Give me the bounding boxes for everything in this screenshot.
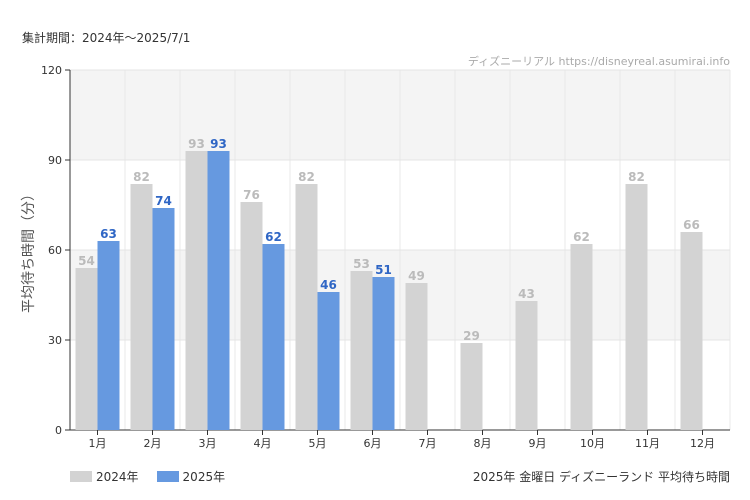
bar-2024 [350, 271, 373, 430]
bar-2024 [130, 184, 153, 430]
collection-period: 集計期間：2024年〜2025/7/1 [22, 31, 191, 45]
bar-2024 [185, 151, 208, 430]
data-label-2025: 46 [320, 278, 337, 292]
data-label-2024: 76 [243, 188, 260, 202]
x-tick-label: 9月 [529, 437, 547, 450]
y-tick-label: 0 [55, 424, 62, 437]
bar-2024 [75, 268, 98, 430]
y-tick-label: 90 [48, 154, 62, 167]
data-label-2025: 93 [210, 137, 227, 151]
y-tick-label: 60 [48, 244, 62, 257]
data-label-2024: 54 [78, 254, 95, 268]
x-tick-label: 8月 [474, 437, 492, 450]
x-tick-label: 6月 [364, 437, 382, 450]
bar-2024 [680, 232, 703, 430]
data-label-2024: 49 [408, 269, 425, 283]
legend-swatch-2025 [156, 471, 179, 482]
x-tick-label: 4月 [254, 437, 272, 450]
x-tick-label: 2月 [144, 437, 162, 450]
legend-label-2024: 2024年 [96, 470, 139, 484]
x-tick-label: 1月 [89, 437, 107, 450]
x-tick-label: 12月 [690, 437, 715, 450]
bar-2024 [295, 184, 318, 430]
data-label-2024: 62 [573, 230, 590, 244]
bar-2024 [570, 244, 593, 430]
x-tick-label: 3月 [199, 437, 217, 450]
legend-item-2025[interactable]: 2025年 [156, 468, 226, 485]
chart-title: 2025年 金曜日 ディズニーランド 平均待ち時間 [472, 470, 730, 484]
bar-2025 [152, 208, 175, 430]
x-tick-label: 11月 [635, 437, 660, 450]
y-tick-label: 30 [48, 334, 62, 347]
data-label-2024: 82 [628, 170, 645, 184]
x-tick-label: 7月 [419, 437, 437, 450]
bar-2024 [240, 202, 263, 430]
legend-item-2024[interactable]: 2024年 [70, 468, 139, 485]
bar-2024 [625, 184, 648, 430]
bar-2025 [262, 244, 285, 430]
bar-2025 [207, 151, 230, 430]
data-label-2025: 63 [100, 227, 117, 241]
data-label-2024: 82 [133, 170, 150, 184]
data-label-2024: 43 [518, 287, 535, 301]
data-label-2024: 29 [463, 329, 480, 343]
data-label-2024: 66 [683, 218, 700, 232]
x-tick-label: 5月 [309, 437, 327, 450]
bar-2024 [515, 301, 538, 430]
bar-2024 [405, 283, 428, 430]
legend-swatch-2024 [70, 471, 92, 482]
bar-2024 [460, 343, 483, 430]
legend-label-2025: 2025年 [182, 470, 226, 484]
chart-legend: 2024年 2025年 [70, 468, 225, 485]
data-label-2024: 82 [298, 170, 315, 184]
data-label-2024: 53 [353, 257, 370, 271]
data-label-2024: 93 [188, 137, 205, 151]
bar-2025 [317, 292, 340, 430]
data-label-2025: 62 [265, 230, 282, 244]
y-tick-label: 120 [41, 64, 62, 77]
data-label-2025: 51 [375, 263, 392, 277]
y-axis-label: 平均待ち時間（分） [21, 187, 37, 313]
x-tick-label: 10月 [580, 437, 605, 450]
bar-2025 [372, 277, 395, 430]
bar-2025 [97, 241, 120, 430]
source-credit: ディズニーリアル https://disneyreal.asumirai.inf… [467, 55, 730, 68]
data-label-2025: 74 [155, 194, 172, 208]
